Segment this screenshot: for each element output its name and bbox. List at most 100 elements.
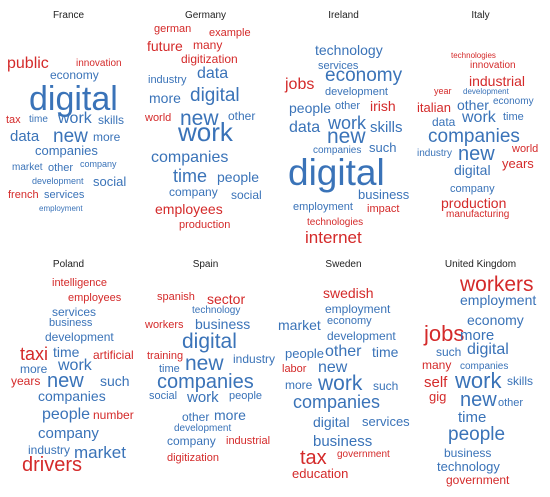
- cloud-word: business: [358, 187, 410, 202]
- cloud-word: other: [228, 109, 256, 123]
- cloud-word: work: [462, 109, 496, 126]
- cloud-word: company: [169, 185, 218, 199]
- word-cloud-panel: Sweden swedish employment market economy deve…: [275, 249, 412, 497]
- cloud-word: world: [145, 112, 172, 124]
- word-cloud-panel: Ireland technology services jobs economy deve…: [275, 0, 412, 248]
- word-cloud-panel: Italy technologies innovation industrial yea…: [412, 0, 549, 248]
- cloud-word: new: [327, 125, 366, 148]
- cloud-word: skills: [507, 374, 533, 388]
- cloud-word: drivers: [22, 454, 83, 476]
- cloud-word: work: [318, 372, 363, 395]
- cloud-word: new: [47, 370, 84, 392]
- cloud-word: example: [209, 27, 251, 39]
- cloud-word: people: [285, 346, 325, 361]
- cloud-word: number: [93, 408, 134, 422]
- cloud-word: other: [498, 397, 524, 409]
- cloud-word: companies: [151, 149, 229, 166]
- cloud-word: economy: [467, 312, 524, 328]
- cloud-word: swedish: [323, 285, 374, 301]
- cloud-word: more: [460, 327, 495, 344]
- cloud-word: other: [182, 410, 210, 424]
- cloud-word: other: [457, 97, 489, 113]
- cloud-word: production: [441, 195, 507, 211]
- cloud-word: workers: [145, 319, 184, 331]
- cloud-word: years: [11, 374, 41, 388]
- cloud-word: economy: [493, 96, 534, 107]
- cloud-word: data: [10, 128, 40, 145]
- cloud-word: data: [197, 65, 229, 82]
- cloud-word: new: [185, 352, 224, 375]
- cloud-word: technology: [192, 305, 241, 316]
- cloud-word: people: [42, 406, 91, 423]
- panel-title: France: [52, 10, 85, 21]
- panel-title: Poland: [52, 259, 85, 270]
- cloud-word: such: [436, 345, 462, 359]
- cloud-word: companies: [313, 145, 362, 156]
- cloud-word: digital: [182, 330, 237, 353]
- cloud-word: economy: [50, 68, 99, 82]
- cloud-word: new: [53, 126, 88, 147]
- cloud-word: more: [285, 378, 313, 392]
- cloud-word: business: [49, 317, 93, 329]
- cloud-word: such: [369, 140, 397, 155]
- cloud-word: sector: [207, 291, 246, 307]
- cloud-word: internet: [305, 228, 362, 247]
- cloud-word: self: [424, 374, 448, 391]
- cloud-word: year: [434, 86, 452, 96]
- cloud-word: innovation: [470, 60, 516, 71]
- cloud-word: taxi: [20, 344, 49, 364]
- cloud-word: jobs: [285, 76, 315, 93]
- word-cloud-panel: France public innovation economy digital tax t…: [0, 0, 137, 248]
- cloud-word: development: [32, 176, 84, 186]
- cloud-word: social: [93, 174, 127, 189]
- cloud-word: employees: [68, 292, 122, 304]
- cloud-word: impact: [367, 203, 400, 215]
- cloud-word: economy: [325, 65, 403, 86]
- cloud-word: industry: [417, 148, 453, 159]
- cloud-word: gig: [429, 389, 447, 404]
- cloud-word: companies: [35, 143, 98, 158]
- cloud-word: companies: [157, 371, 254, 393]
- cloud-word: skills: [370, 119, 403, 136]
- cloud-word: other: [335, 100, 361, 112]
- cloud-word: such: [100, 373, 130, 389]
- cloud-word: companies: [38, 388, 106, 404]
- cloud-word: time: [503, 111, 524, 123]
- cloud-word: employment: [325, 302, 391, 316]
- cloud-word: time: [29, 114, 48, 125]
- cloud-word: company: [167, 434, 216, 448]
- word-cloud-panel: Poland intelligence employees services busin…: [0, 249, 137, 497]
- cloud-word: education: [292, 466, 349, 481]
- cloud-word: more: [214, 407, 246, 423]
- cloud-word: employment: [39, 204, 83, 213]
- cloud-word: work: [178, 117, 233, 147]
- cloud-word: technology: [437, 459, 500, 474]
- cloud-word: market: [74, 443, 126, 462]
- cloud-word: social: [149, 390, 178, 402]
- cloud-word: digital: [467, 341, 509, 358]
- cloud-word: new: [460, 389, 497, 411]
- panel-title: United Kingdom: [444, 259, 517, 270]
- cloud-word: irish: [370, 98, 396, 114]
- cloud-word: technologies: [451, 51, 496, 60]
- cloud-word: time: [173, 166, 208, 186]
- cloud-word: digital: [190, 85, 240, 106]
- cloud-word: work: [455, 368, 502, 393]
- cloud-word: industry: [233, 352, 276, 366]
- cloud-word: social: [231, 188, 262, 202]
- cloud-word: german: [154, 23, 192, 35]
- cloud-word: jobs: [424, 321, 465, 346]
- cloud-word: business: [313, 433, 373, 450]
- cloud-word: employees: [155, 201, 223, 217]
- cloud-word: workers: [460, 273, 534, 296]
- cloud-word: artificial: [93, 348, 134, 362]
- cloud-word: digital: [313, 414, 350, 430]
- cloud-word: time: [458, 409, 487, 426]
- cloud-word: services: [44, 189, 85, 201]
- cloud-word: industry: [148, 74, 187, 86]
- cloud-word: employment: [293, 201, 353, 213]
- cloud-word: development: [463, 87, 509, 96]
- cloud-word: business: [195, 316, 251, 332]
- cloud-word: development: [174, 423, 232, 434]
- cloud-word: people: [448, 424, 506, 445]
